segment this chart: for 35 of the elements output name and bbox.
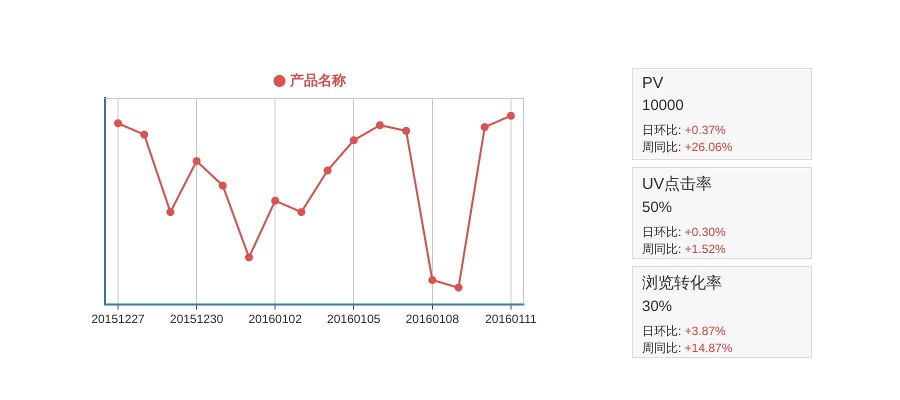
point (297, 208, 306, 216)
text: PV (642, 75, 664, 93)
text: 30% (642, 298, 674, 315)
legend-label: 产品名称 (289, 72, 346, 88)
x-tick-label: 20151227 (91, 312, 146, 326)
point (192, 157, 201, 166)
x-tick-label: 20151230 (170, 312, 224, 326)
point (114, 119, 122, 128)
text: 日环比: +0.30% (642, 225, 726, 239)
x-tick-label: 20160111 (485, 312, 538, 326)
text: 周同比: +14.87% (642, 341, 732, 355)
text: 50% (642, 199, 674, 216)
point (350, 136, 358, 144)
x-tick-label: 20160102 (248, 312, 302, 326)
text: 10000 (642, 97, 685, 114)
point (428, 276, 436, 284)
text: 周同比: +1.52% (642, 242, 726, 256)
x-tick-label: 20160105 (327, 312, 381, 326)
point (506, 112, 515, 120)
text: 日环比: +0.37% (642, 123, 726, 137)
point (454, 284, 463, 292)
x-tick-label: 20160108 (406, 312, 460, 326)
text: 浏览转化率 (642, 274, 723, 294)
point (140, 130, 148, 139)
point (244, 253, 253, 262)
point (324, 166, 332, 175)
point (480, 123, 489, 132)
point (218, 182, 227, 190)
text: 周同比: +26.06% (642, 140, 732, 154)
point (166, 208, 174, 216)
point (402, 126, 410, 135)
point (376, 121, 384, 130)
point (271, 196, 280, 205)
text: UV点击率 (642, 174, 714, 195)
text: 日环比: +3.87% (642, 324, 726, 338)
